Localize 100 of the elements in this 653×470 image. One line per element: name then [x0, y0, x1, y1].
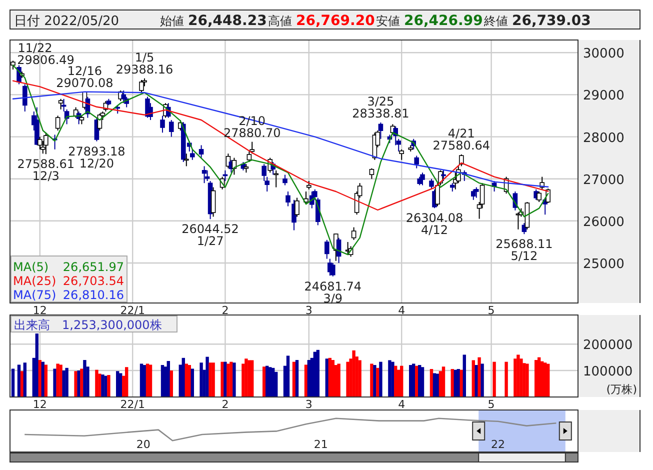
candlestick	[435, 182, 440, 207]
annotation: 1/5	[134, 50, 154, 64]
bar	[226, 364, 230, 397]
bar	[41, 362, 44, 397]
candlestick	[202, 166, 207, 184]
bar	[125, 367, 128, 397]
bar	[316, 350, 320, 397]
candlestick	[22, 84, 28, 112]
text: 終値	[483, 14, 508, 28]
candlestick	[282, 174, 288, 186]
bar	[415, 366, 418, 397]
x-tick-label: 4	[398, 398, 406, 411]
x-tick-label: 3	[305, 398, 312, 411]
text: 始値	[160, 14, 184, 28]
annotation: 12/3	[32, 169, 60, 184]
bar	[514, 358, 517, 397]
candlestick	[55, 115, 60, 131]
annotation: 27588.61	[17, 157, 75, 172]
candlestick	[471, 188, 476, 200]
bar	[53, 368, 56, 397]
bar	[546, 364, 550, 397]
bar	[224, 362, 227, 397]
bar	[450, 369, 454, 397]
bar	[430, 369, 434, 397]
text: 安値	[376, 14, 400, 28]
chart-title: 出来高 1,253,300,000株	[14, 318, 162, 332]
annotation: 28338.81	[352, 106, 410, 120]
x-tick-label: 5	[488, 304, 495, 317]
bar	[220, 362, 224, 397]
bar	[188, 365, 191, 397]
y-axis-title: (万株)	[606, 383, 637, 396]
bar	[373, 365, 376, 397]
annotation: 26,703.54	[62, 274, 124, 288]
bar	[59, 364, 62, 397]
annotation: 27880.70	[223, 126, 281, 140]
bar	[456, 369, 460, 397]
candlestick	[210, 186, 216, 218]
annotation: 26,651.97	[62, 260, 124, 274]
candlestick	[121, 90, 126, 104]
bar	[376, 368, 380, 397]
line-series	[12, 91, 549, 188]
y-tick-label: 28000	[583, 130, 624, 146]
bar	[286, 356, 290, 397]
text: 26,448.23	[188, 13, 267, 29]
bar	[17, 364, 21, 397]
annotation: 4/21	[448, 126, 475, 140]
x-tick-label: 21	[314, 438, 328, 451]
y-tick-label: 29000	[583, 88, 624, 104]
x-tick-label: 22	[491, 438, 505, 451]
candlestick	[429, 178, 434, 190]
bar	[492, 362, 496, 397]
y-tick-label: 25000	[583, 257, 624, 272]
bar	[370, 364, 374, 397]
candlestick	[474, 186, 479, 198]
x-tick-label: 22/1	[120, 398, 145, 411]
bar	[98, 374, 102, 397]
annotation: 11/22	[18, 41, 52, 55]
bar	[212, 362, 215, 397]
bar	[35, 334, 38, 397]
chart-title: 日付 2022/05/20	[14, 14, 120, 29]
x-tick-label: 2	[222, 304, 229, 317]
bar	[23, 362, 26, 397]
text: 高値	[268, 14, 292, 28]
candlestick	[139, 80, 144, 94]
bar	[358, 360, 362, 397]
bar	[328, 358, 332, 397]
bar	[504, 362, 508, 397]
bar	[200, 362, 203, 397]
bar	[80, 368, 84, 397]
bar	[146, 364, 150, 397]
legend: MA(5) 26,651.97 MA(25) 26,703.54 MA(75) 26,810.16	[10, 256, 128, 302]
bar	[160, 365, 164, 397]
annotation: 26044.52	[182, 222, 239, 236]
bar	[38, 360, 42, 397]
bar	[460, 370, 463, 397]
candlestick	[324, 239, 330, 260]
text: 26,426.99	[404, 13, 483, 29]
bar	[400, 366, 404, 397]
x-tick-label: 3	[305, 304, 312, 317]
y-tick-label: 100000	[583, 364, 633, 380]
bar	[74, 371, 78, 397]
annotation: 3/9	[323, 291, 343, 306]
candlestick	[169, 120, 174, 138]
annotation: 4/12	[421, 223, 448, 238]
y-tick-label: 30000	[583, 46, 624, 62]
bar	[480, 364, 484, 397]
bar	[420, 367, 424, 397]
y-tick-label: 26000	[583, 214, 624, 230]
bar	[346, 362, 350, 397]
annotation: 12/20	[79, 156, 114, 170]
bar	[56, 364, 60, 397]
line-series	[12, 80, 549, 211]
candlestick	[184, 153, 189, 167]
bar	[418, 365, 422, 397]
bar	[266, 366, 269, 397]
bar	[142, 365, 146, 397]
candlestick	[399, 148, 404, 160]
bar	[462, 354, 466, 397]
bar	[274, 372, 278, 397]
candlestick	[294, 197, 300, 218]
